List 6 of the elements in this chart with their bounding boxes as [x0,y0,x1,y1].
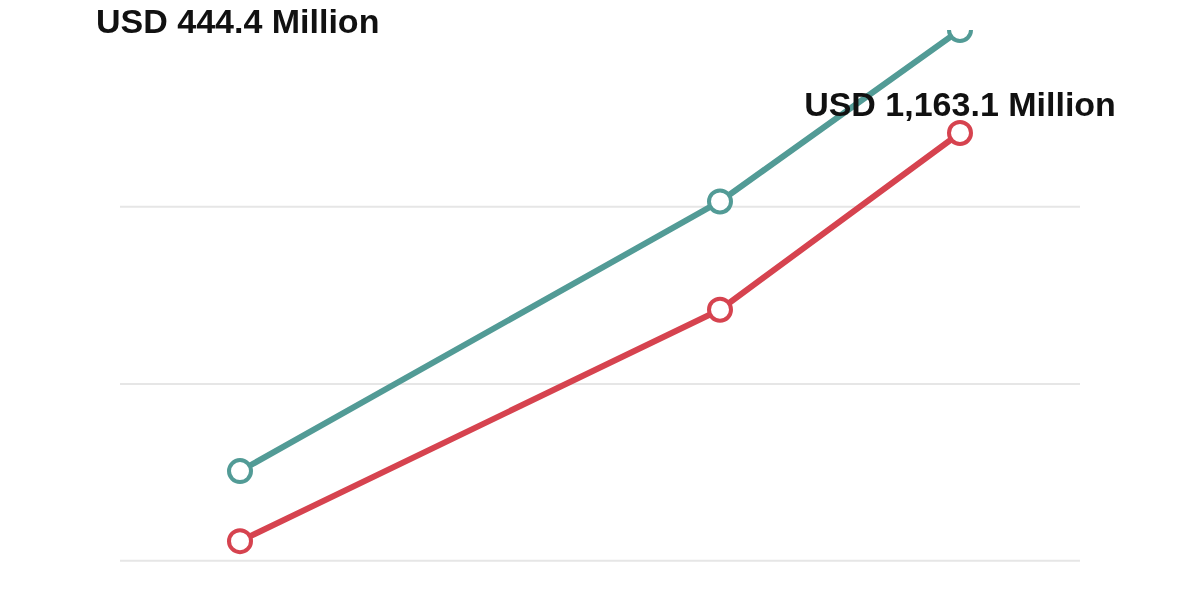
point [707,188,733,215]
point [227,528,253,555]
point [707,296,733,323]
annotation: USD 444.4 Million [96,2,380,41]
point [947,119,973,146]
point [227,458,253,485]
